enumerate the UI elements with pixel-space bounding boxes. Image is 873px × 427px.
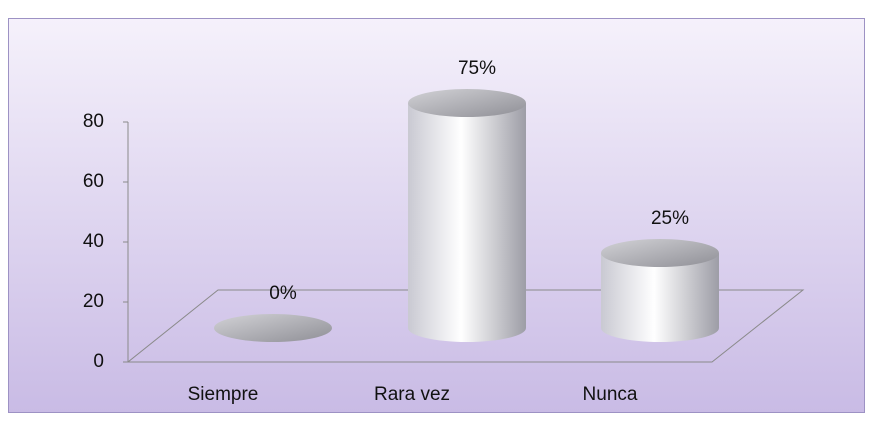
- bar: [214, 314, 332, 342]
- y-tick-label: 60: [83, 171, 104, 192]
- x-tick-label: Rara vez: [374, 384, 450, 405]
- data-label: 75%: [458, 58, 496, 79]
- data-label: 0%: [269, 283, 297, 304]
- data-label: 25%: [651, 208, 689, 229]
- x-tick-label: Siempre: [188, 384, 259, 405]
- y-tick-label: 20: [83, 291, 104, 312]
- bar: [601, 239, 719, 342]
- bar: [408, 89, 526, 342]
- y-tick-label: 40: [83, 231, 104, 252]
- x-tick-label: Nunca: [583, 384, 638, 405]
- y-tick-label: 80: [83, 111, 104, 132]
- y-tick-label: 0: [93, 351, 104, 372]
- floor: [126, 289, 805, 363]
